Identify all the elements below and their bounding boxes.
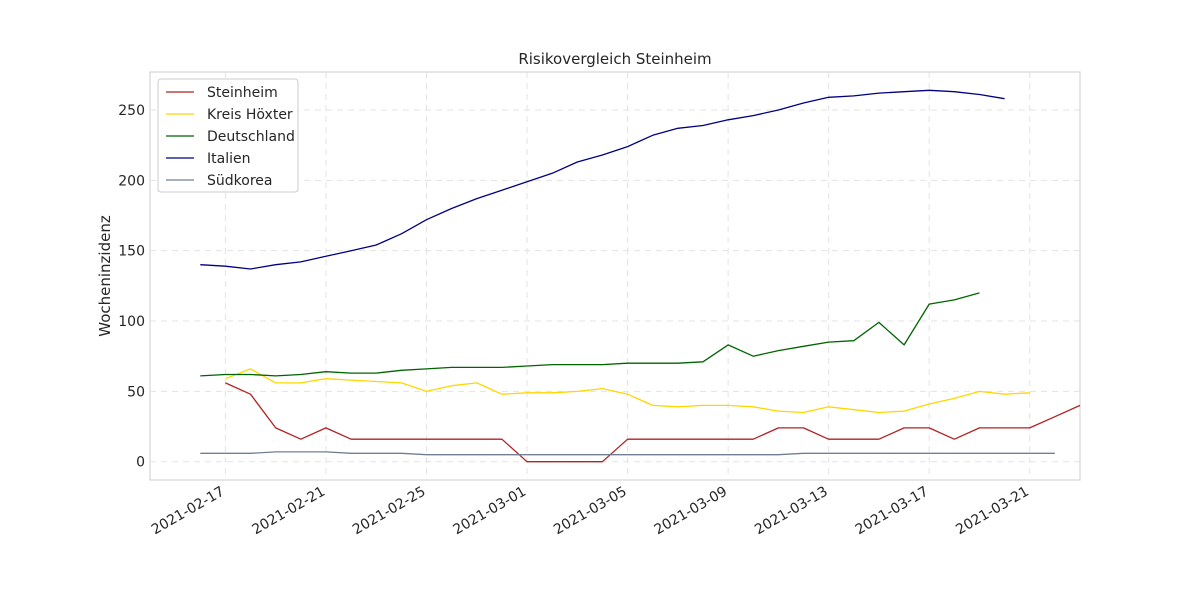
y-tick-label: 100 bbox=[118, 314, 145, 330]
y-axis-label: Wocheninzidenz bbox=[96, 215, 114, 337]
legend: Steinheim Kreis Höxter Deutschland Italien S… bbox=[157, 78, 299, 193]
y-tick-label: 200 bbox=[118, 173, 145, 189]
series-lines bbox=[200, 89, 1081, 463]
series-line bbox=[225, 382, 1081, 463]
legend-entries: Steinheim Kreis Höxter Deutschland Italien S… bbox=[166, 85, 295, 189]
y-axis-ticks: 0 50 100 150 200 250 bbox=[118, 103, 145, 471]
series-line bbox=[200, 292, 980, 377]
y-tick-label: 50 bbox=[127, 384, 145, 400]
legend-label: Südkorea bbox=[207, 173, 272, 189]
series-line bbox=[200, 451, 1055, 456]
series-line bbox=[200, 89, 1005, 270]
series-line bbox=[225, 368, 1030, 414]
y-tick-label: 0 bbox=[136, 455, 145, 471]
legend-label: Italien bbox=[207, 151, 250, 167]
y-tick-label: 150 bbox=[118, 244, 145, 260]
plot-area bbox=[149, 71, 1081, 481]
legend-label: Steinheim bbox=[207, 85, 278, 101]
y-tick-label: 250 bbox=[118, 103, 145, 119]
chart-title: Risikovergleich Steinheim bbox=[518, 50, 711, 68]
legend-label: Deutschland bbox=[207, 129, 295, 145]
legend-box bbox=[157, 78, 299, 193]
legend-label: Kreis Höxter bbox=[207, 107, 293, 123]
